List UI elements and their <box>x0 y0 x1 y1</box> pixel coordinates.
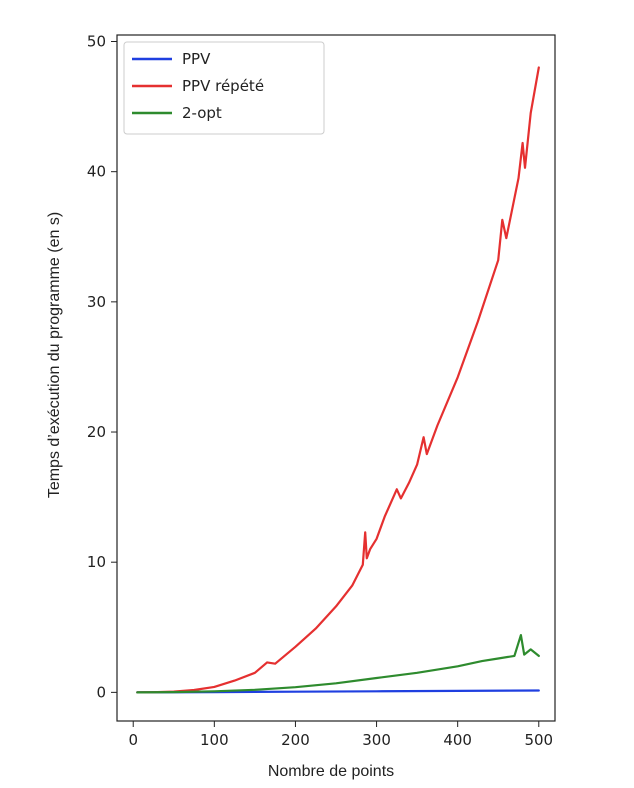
x-tick-label: 0 <box>128 731 138 749</box>
y-axis-label: Temps d’exécution du programme (en s) <box>46 212 63 498</box>
series-line-3 <box>136 633 540 694</box>
x-tick-label: 500 <box>524 731 553 749</box>
y-tick-label: 30 <box>87 293 106 311</box>
series-layer <box>136 66 540 694</box>
x-tick-label: 300 <box>362 731 391 749</box>
y-tick-label: 50 <box>87 33 106 51</box>
x-tick-label: 200 <box>281 731 310 749</box>
legend-label: 2-opt <box>182 104 222 122</box>
y-tick-label: 10 <box>87 553 106 571</box>
plot-frame <box>116 34 556 722</box>
legend-label: PPV répété <box>182 77 264 95</box>
legend-box <box>123 41 325 135</box>
x-tick-label: 400 <box>443 731 472 749</box>
x-axis-label: Nombre de points <box>268 763 394 780</box>
y-axis: 0 10 20 30 40 50 <box>87 33 117 701</box>
legend-label: PPV <box>182 50 211 68</box>
x-tick-label: 100 <box>200 731 229 749</box>
y-tick-label: 0 <box>96 683 106 701</box>
series-line-2 <box>136 66 540 694</box>
y-tick-label: 40 <box>87 163 106 181</box>
x-axis: 0 100 200 300 400 500 <box>128 721 553 749</box>
legend: PPV PPV répété 2-opt <box>123 41 325 135</box>
y-tick-label: 20 <box>87 423 106 441</box>
